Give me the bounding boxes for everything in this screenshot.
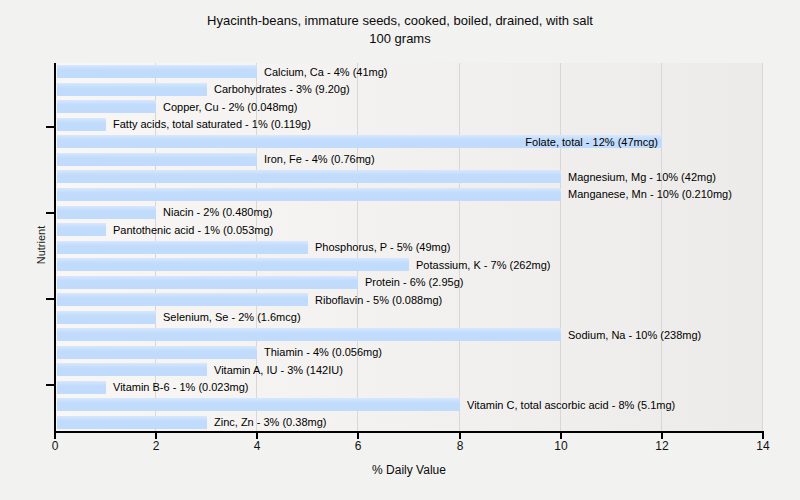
bar xyxy=(57,363,207,376)
x-axis-label: % Daily Value xyxy=(55,463,763,477)
bar-row: Manganese, Mn - 10% (0.210mg) xyxy=(57,186,763,204)
bar xyxy=(57,276,358,289)
bar xyxy=(57,328,561,341)
bar-label: Phosphorus, P - 5% (49mg) xyxy=(315,241,451,253)
bar-label: Vitamin A, IU - 3% (142IU) xyxy=(214,364,343,376)
bar xyxy=(57,398,460,411)
bar-row: Iron, Fe - 4% (0.76mg) xyxy=(57,151,763,169)
y-tick-mark xyxy=(46,298,55,300)
bar-row: Niacin - 2% (0.480mg) xyxy=(57,203,763,221)
bar-row: Selenium, Se - 2% (1.6mcg) xyxy=(57,308,763,326)
bar-label: Fatty acids, total saturated - 1% (0.119… xyxy=(113,118,311,130)
bar-label: Zinc, Zn - 3% (0.38mg) xyxy=(214,416,326,428)
bar-row: Riboflavin - 5% (0.088mg) xyxy=(57,291,763,309)
bar-label: Riboflavin - 5% (0.088mg) xyxy=(315,294,442,306)
bar-label: Selenium, Se - 2% (1.6mcg) xyxy=(163,311,301,323)
bar xyxy=(57,100,156,113)
page: { "title": { "line1": "Hyacinth-beans, i… xyxy=(0,0,800,500)
bar xyxy=(57,241,308,254)
bar-label: Thiamin - 4% (0.056mg) xyxy=(264,346,382,358)
chart-title: Hyacinth-beans, immature seeds, cooked, … xyxy=(0,12,800,48)
bar-row: Calcium, Ca - 4% (41mg) xyxy=(57,63,763,81)
bar xyxy=(57,223,106,236)
bar xyxy=(57,65,257,78)
bar-label: Folate, total - 12% (47mcg) xyxy=(525,136,658,148)
bar xyxy=(57,118,106,131)
bar-label: Calcium, Ca - 4% (41mg) xyxy=(264,66,387,78)
bar-rows: Calcium, Ca - 4% (41mg) Carbohydrates - 3… xyxy=(57,63,763,431)
chart-title-line2: 100 grams xyxy=(0,30,800,48)
bar-label: Niacin - 2% (0.480mg) xyxy=(163,206,272,218)
bar-label: Manganese, Mn - 10% (0.210mg) xyxy=(568,188,732,200)
bar-row: Protein - 6% (2.95g) xyxy=(57,273,763,291)
bar xyxy=(57,153,257,166)
bar-row: Vitamin B-6 - 1% (0.023mg) xyxy=(57,379,763,397)
x-axis-line xyxy=(54,431,764,433)
bar-row: Sodium, Na - 10% (238mg) xyxy=(57,326,763,344)
bar xyxy=(57,416,207,429)
bar xyxy=(57,293,308,306)
x-tick-label: 0 xyxy=(52,439,59,453)
x-tick-label: 4 xyxy=(254,439,261,453)
bar-label: Carbohydrates - 3% (9.20g) xyxy=(214,83,350,95)
bar xyxy=(57,83,207,96)
bar-row: Fatty acids, total saturated - 1% (0.119… xyxy=(57,116,763,134)
bar xyxy=(57,258,409,271)
bar xyxy=(57,381,106,394)
bar xyxy=(57,170,561,183)
bar-row: Carbohydrates - 3% (9.20g) xyxy=(57,81,763,99)
bar-label: Magnesium, Mg - 10% (42mg) xyxy=(568,171,716,183)
bar xyxy=(57,311,156,324)
bar-label: Protein - 6% (2.95g) xyxy=(365,276,463,288)
bar-row: Folate, total - 12% (47mcg) xyxy=(57,133,763,151)
bar-row: Copper, Cu - 2% (0.048mg) xyxy=(57,98,763,116)
bar-row: Vitamin A, IU - 3% (142IU) xyxy=(57,361,763,379)
x-tick-label: 6 xyxy=(355,439,362,453)
bar-row: Thiamin - 4% (0.056mg) xyxy=(57,344,763,362)
y-tick-mark xyxy=(46,126,55,128)
bar-label: Pantothenic acid - 1% (0.053mg) xyxy=(113,224,273,236)
bar-row: Magnesium, Mg - 10% (42mg) xyxy=(57,168,763,186)
x-tick-label: 10 xyxy=(554,439,567,453)
x-tick-label: 8 xyxy=(457,439,464,453)
bar-row: Potassium, K - 7% (262mg) xyxy=(57,256,763,274)
x-tick-label: 2 xyxy=(153,439,160,453)
bar-label: Vitamin C, total ascorbic acid - 8% (5.1… xyxy=(467,399,675,411)
bar: Folate, total - 12% (47mcg) xyxy=(57,135,662,148)
plot-area: Calcium, Ca - 4% (41mg) Carbohydrates - 3… xyxy=(55,63,763,431)
x-tick-label: 14 xyxy=(756,439,769,453)
chart-title-line1: Hyacinth-beans, immature seeds, cooked, … xyxy=(0,12,800,30)
bar-row: Vitamin C, total ascorbic acid - 8% (5.1… xyxy=(57,396,763,414)
bar-label: Sodium, Na - 10% (238mg) xyxy=(568,329,701,341)
bar-label: Vitamin B-6 - 1% (0.023mg) xyxy=(113,381,249,393)
bar-label: Potassium, K - 7% (262mg) xyxy=(416,259,551,271)
bar-label: Iron, Fe - 4% (0.76mg) xyxy=(264,153,375,165)
y-axis-line xyxy=(54,63,56,433)
bar-row: Phosphorus, P - 5% (49mg) xyxy=(57,238,763,256)
bar-row: Pantothenic acid - 1% (0.053mg) xyxy=(57,221,763,239)
y-tick-mark xyxy=(46,384,55,386)
bar xyxy=(57,206,156,219)
bar xyxy=(57,188,561,201)
bar xyxy=(57,346,257,359)
y-axis-label: Nutrient xyxy=(35,226,47,265)
y-tick-mark xyxy=(46,212,55,214)
bar-label: Copper, Cu - 2% (0.048mg) xyxy=(163,101,298,113)
x-tick-label: 12 xyxy=(655,439,668,453)
bar-row: Zinc, Zn - 3% (0.38mg) xyxy=(57,414,763,432)
